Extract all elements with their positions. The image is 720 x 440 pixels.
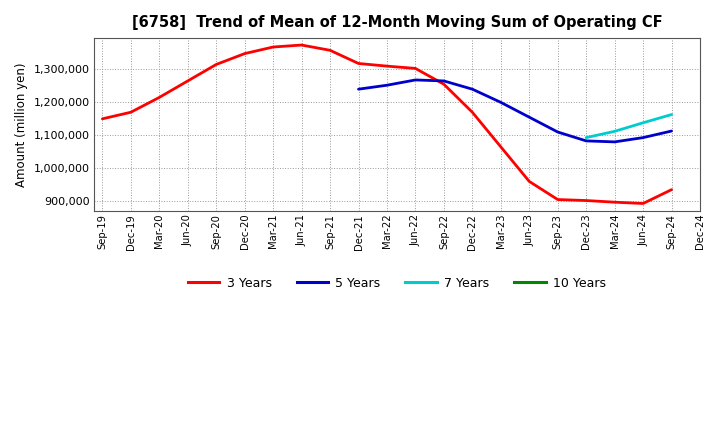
Y-axis label: Amount (million yen): Amount (million yen) xyxy=(15,62,28,187)
Title: [6758]  Trend of Mean of 12-Month Moving Sum of Operating CF: [6758] Trend of Mean of 12-Month Moving … xyxy=(132,15,662,30)
Legend: 3 Years, 5 Years, 7 Years, 10 Years: 3 Years, 5 Years, 7 Years, 10 Years xyxy=(183,272,611,295)
